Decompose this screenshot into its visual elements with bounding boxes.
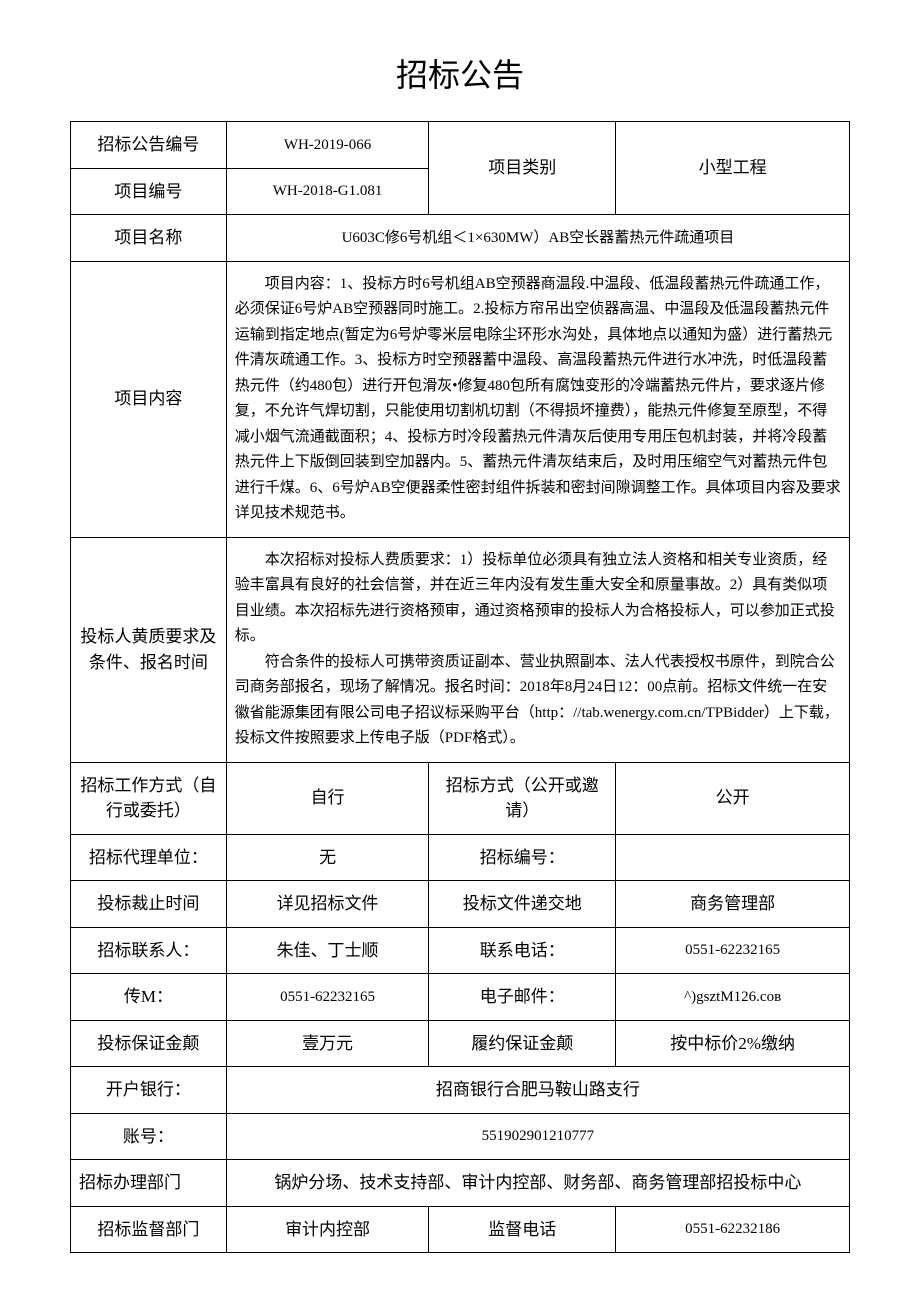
value-project-name: U603C修6号机组＜1×630MW）AB空长器蓄热元件疏通项目 [226, 215, 849, 262]
value-bidding-work-method: 自行 [226, 762, 429, 834]
value-account-no: 551902901210777 [226, 1113, 849, 1160]
value-announcement-no: WH-2019-066 [226, 122, 429, 169]
label-contact-person: 招标联系人： [71, 927, 227, 974]
document-title: 招标公告 [70, 50, 850, 96]
table-row: 传M： 0551-62232165 电子邮件： ^)gsztM126.coв [71, 974, 850, 1021]
value-bidding-agent: 无 [226, 834, 429, 881]
label-performance-bond: 履约保证金颠 [429, 1020, 616, 1067]
label-project-content: 项目内容 [71, 261, 227, 537]
value-contact-phone: 0551-62232165 [616, 927, 850, 974]
table-row: 项目名称 U603C修6号机组＜1×630MW）AB空长器蓄热元件疏通项目 [71, 215, 850, 262]
value-project-content: 项目内容：1、投标方时6号机组AB空预器商温段.中温段、低温段蓄热元件疏通工作，… [226, 261, 849, 537]
value-email: ^)gsztM126.coв [616, 974, 850, 1021]
label-bid-bond: 投标保证金颠 [71, 1020, 227, 1067]
table-row: 投标裁止时间 详见招标文件 投标文件递交地 商务管理部 [71, 881, 850, 928]
label-bidding-no: 招标编号： [429, 834, 616, 881]
label-announcement-no: 招标公告编号 [71, 122, 227, 169]
value-supervision-dept: 审计内控部 [226, 1206, 429, 1253]
label-bid-deadline: 投标裁止时间 [71, 881, 227, 928]
value-bidder-requirements: 本次招标对投标人费质要求：1）投标单位必须具有独立法人资格和相关专业资质，经验丰… [226, 537, 849, 762]
table-row: 投标人黄质要求及条件、报名时间 本次招标对投标人费质要求：1）投标单位必须具有独… [71, 537, 850, 762]
label-email: 电子邮件： [429, 974, 616, 1021]
value-bid-bond: 壹万元 [226, 1020, 429, 1067]
label-project-category: 项目类别 [429, 122, 616, 215]
label-handling-dept: 招标办理部门 [71, 1160, 227, 1207]
label-bidding-agent: 招标代理单位： [71, 834, 227, 881]
label-supervision-dept: 招标监督部门 [71, 1206, 227, 1253]
value-handling-dept: 锅炉分场、技术支持部、审计内控部、财务部、商务管理部招投标中心 [226, 1160, 849, 1207]
table-row: 投标保证金颠 壹万元 履约保证金颠 按中标价2%缴纳 [71, 1020, 850, 1067]
table-row: 招标代理单位： 无 招标编号： [71, 834, 850, 881]
label-bank: 开户银行： [71, 1067, 227, 1114]
label-bid-submission-location: 投标文件递交地 [429, 881, 616, 928]
value-contact-person: 朱佳、丁士顺 [226, 927, 429, 974]
table-row: 项目内容 项目内容：1、投标方时6号机组AB空预器商温段.中温段、低温段蓄热元件… [71, 261, 850, 537]
label-bidding-work-method: 招标工作方式（自行或委托） [71, 762, 227, 834]
label-supervision-phone: 监督电话 [429, 1206, 616, 1253]
value-bank: 招商银行合肥马鞍山路支行 [226, 1067, 849, 1114]
table-row: 招标工作方式（自行或委托） 自行 招标方式（公开或邀请） 公开 [71, 762, 850, 834]
table-row: 招标联系人： 朱佳、丁士顺 联系电话： 0551-62232165 [71, 927, 850, 974]
label-fax: 传M： [71, 974, 227, 1021]
value-bid-deadline: 详见招标文件 [226, 881, 429, 928]
label-project-name: 项目名称 [71, 215, 227, 262]
value-bidding-no [616, 834, 850, 881]
value-fax: 0551-62232165 [226, 974, 429, 1021]
table-row: 招标监督部门 审计内控部 监督电话 0551-62232186 [71, 1206, 850, 1253]
value-supervision-phone: 0551-62232186 [616, 1206, 850, 1253]
value-project-no: WH-2018-G1.081 [226, 168, 429, 215]
value-bidding-method: 公开 [616, 762, 850, 834]
table-row: 招标办理部门 锅炉分场、技术支持部、审计内控部、财务部、商务管理部招投标中心 [71, 1160, 850, 1207]
table-row: 开户银行： 招商银行合肥马鞍山路支行 [71, 1067, 850, 1114]
value-project-category: 小型工程 [616, 122, 850, 215]
label-bidding-method: 招标方式（公开或邀请） [429, 762, 616, 834]
table-row: 招标公告编号 WH-2019-066 项目类别 小型工程 [71, 122, 850, 169]
table-row: 账号： 551902901210777 [71, 1113, 850, 1160]
label-project-no: 项目编号 [71, 168, 227, 215]
label-bidder-requirements: 投标人黄质要求及条件、报名时间 [71, 537, 227, 762]
label-account-no: 账号： [71, 1113, 227, 1160]
bidding-table: 招标公告编号 WH-2019-066 项目类别 小型工程 项目编号 WH-201… [70, 121, 850, 1253]
label-contact-phone: 联系电话： [429, 927, 616, 974]
value-performance-bond: 按中标价2%缴纳 [616, 1020, 850, 1067]
value-bid-submission-location: 商务管理部 [616, 881, 850, 928]
